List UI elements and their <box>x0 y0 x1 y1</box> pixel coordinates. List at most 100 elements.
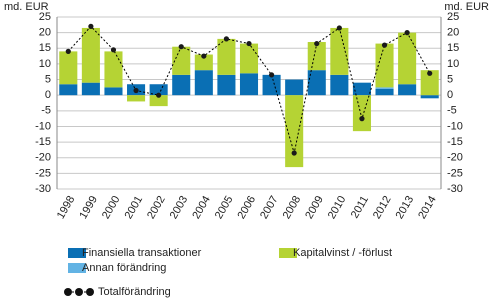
bar <box>149 95 168 107</box>
y2-tick-label: 20 <box>447 27 459 39</box>
y-tick-label: -15 <box>35 136 51 148</box>
legend-swatch <box>68 248 86 258</box>
x-tick-label: 2000 <box>100 194 123 221</box>
bar <box>81 27 100 83</box>
bar <box>285 95 304 168</box>
bar <box>330 74 349 96</box>
point <box>427 70 433 76</box>
y2-tick-label: -30 <box>447 183 463 195</box>
x-tick-label: 2009 <box>303 194 326 221</box>
point <box>133 87 139 94</box>
bar <box>307 70 326 96</box>
legend: Finansiella transaktioner Annan förändrin… <box>64 247 392 298</box>
x-tick-label: 2001 <box>123 194 146 221</box>
y2-tick-label: -15 <box>447 136 463 148</box>
point <box>404 30 410 36</box>
legend-swatch <box>64 288 72 296</box>
bar <box>420 70 439 96</box>
bar <box>398 84 417 96</box>
bar <box>375 88 394 96</box>
point <box>246 40 252 47</box>
point <box>359 116 365 122</box>
lines <box>65 23 433 156</box>
bar <box>285 79 304 96</box>
y-axis-label: md. EUR <box>4 1 49 13</box>
y-tick-label: -20 <box>35 152 51 164</box>
x-tick-label: 2004 <box>190 194 213 221</box>
y2-tick-label: -25 <box>447 167 463 179</box>
legend-swatch <box>75 288 83 296</box>
point <box>156 92 162 98</box>
y-tick-label: 15 <box>39 42 51 54</box>
legend-swatch <box>86 288 94 296</box>
y-tick-label: -10 <box>35 120 51 132</box>
bar <box>172 74 191 96</box>
point <box>110 47 117 53</box>
legend-label: Totalförändring <box>98 286 171 298</box>
bar <box>217 74 236 96</box>
x-tick-label: 2010 <box>326 194 349 221</box>
y2-tick-label: -20 <box>447 152 463 164</box>
point <box>291 150 297 156</box>
bar <box>352 82 371 96</box>
point <box>314 40 320 47</box>
bar <box>104 51 123 88</box>
bar <box>330 27 349 75</box>
legend-label: Finansiella transaktioner <box>82 247 202 259</box>
y2-tick-label: 0 <box>447 89 453 101</box>
y-tick-label: -25 <box>35 167 51 179</box>
point <box>88 23 94 29</box>
y2-tick-label: 25 <box>447 11 459 23</box>
x-tick-label: 2002 <box>145 194 168 221</box>
x-tick-label: 2011 <box>349 194 371 220</box>
y2-tick-label: 15 <box>447 42 459 54</box>
x-tick-label: 2007 <box>258 194 281 221</box>
y-tick-label: 5 <box>45 73 51 85</box>
point <box>201 53 207 59</box>
y-tick-label: 10 <box>39 58 51 70</box>
y-tick-label: 20 <box>39 27 51 39</box>
point <box>178 44 184 50</box>
y2-tick-label: 5 <box>447 73 453 85</box>
x-tick-label: 1999 <box>77 194 100 221</box>
x-tick-label: 2003 <box>168 194 191 221</box>
point <box>223 36 230 42</box>
y-tick-label: 0 <box>45 89 51 101</box>
bars <box>59 27 439 168</box>
bar <box>127 95 146 102</box>
bar <box>194 70 213 96</box>
bar <box>262 74 281 96</box>
point <box>268 72 275 78</box>
bar <box>398 32 417 85</box>
bar <box>352 95 371 132</box>
bar <box>194 54 213 71</box>
y2-tick-label: 10 <box>447 58 459 70</box>
y-tick-label: 25 <box>39 11 51 23</box>
x-tick-label: 2005 <box>213 194 236 221</box>
bar <box>59 84 78 96</box>
legend-label: Kapitalvinst / -förlust <box>293 247 392 259</box>
x-tick-label: 2008 <box>281 194 304 221</box>
legend-swatch <box>68 263 86 273</box>
x-tick-label: 1998 <box>55 194 78 221</box>
point <box>336 25 342 31</box>
bar <box>59 51 78 85</box>
bar <box>239 43 259 74</box>
y-tick-label: -30 <box>35 183 51 195</box>
bar <box>217 38 236 75</box>
point <box>65 48 71 55</box>
x-tick-label: 2012 <box>371 194 394 221</box>
x-tick-label: 2006 <box>235 194 258 221</box>
bar <box>81 82 100 96</box>
bar <box>172 46 191 75</box>
y-tick-label: -5 <box>41 105 51 117</box>
x-tick-label: 2014 <box>416 194 439 221</box>
y2-tick-label: -5 <box>447 105 457 117</box>
legend-label: Annan förändring <box>82 262 166 274</box>
x-tick-label: 2013 <box>394 194 417 221</box>
bar <box>420 95 439 99</box>
bar <box>375 87 394 89</box>
bar <box>239 73 259 96</box>
